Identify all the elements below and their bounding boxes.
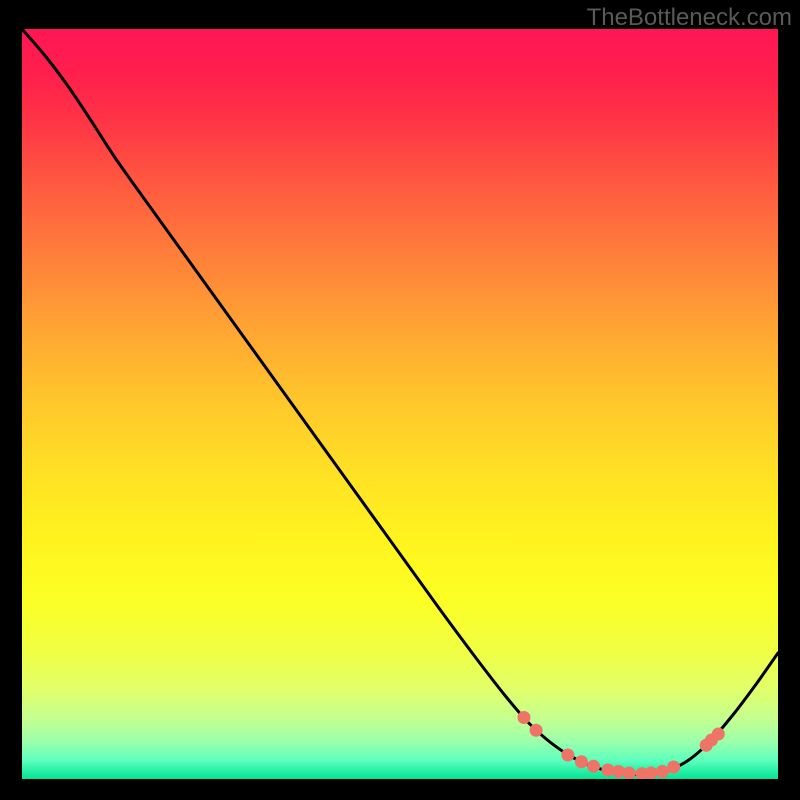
curve-marker: [712, 728, 725, 741]
curve-marker: [656, 765, 669, 778]
curve-layer: [22, 29, 778, 779]
watermark-text: TheBottleneck.com: [587, 4, 792, 32]
curve-marker: [623, 767, 636, 780]
curve-marker: [644, 767, 657, 780]
curve-marker: [575, 755, 588, 768]
curve-marker: [517, 711, 530, 724]
marker-group: [517, 711, 724, 779]
bottleneck-curve: [22, 29, 778, 775]
curve-marker: [587, 760, 600, 773]
curve-marker: [561, 749, 574, 762]
curve-marker: [530, 724, 543, 737]
plot-area: [22, 29, 778, 779]
chart-root: TheBottleneck.com: [0, 0, 800, 800]
curve-marker: [667, 761, 680, 774]
